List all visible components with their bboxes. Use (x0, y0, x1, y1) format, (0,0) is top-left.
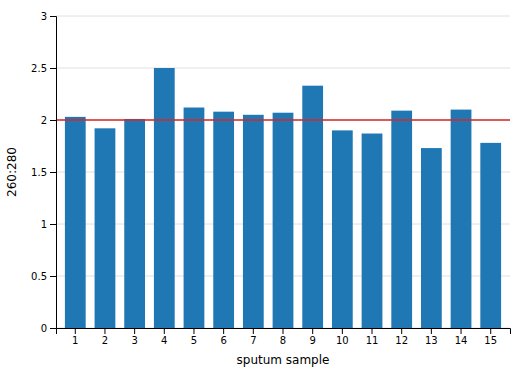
bar (480, 143, 501, 328)
y-tick: 2.5 (31, 63, 56, 74)
x-tick-label: 12 (395, 335, 408, 346)
bar (124, 119, 145, 328)
x-tick: 12 (395, 328, 408, 346)
x-tick: 3 (131, 328, 137, 346)
x-tick-label: 1 (72, 335, 78, 346)
grid (56, 16, 510, 328)
y-tick-mark (50, 120, 56, 121)
y-tick: 0 (41, 323, 56, 334)
grid-line (56, 68, 510, 69)
bar (302, 86, 323, 328)
x-tick-label: 11 (366, 335, 379, 346)
x-tick: 4 (161, 328, 167, 346)
x-tick-label: 4 (161, 335, 167, 346)
bar (273, 113, 294, 328)
y-tick-mark (50, 172, 56, 173)
y-tick-mark (50, 328, 56, 329)
y-tick-label: 2.5 (31, 63, 47, 74)
bar (391, 111, 412, 328)
y-tick: 0.5 (31, 271, 56, 282)
x-tick-mark (283, 328, 284, 334)
x-tick: 15 (484, 328, 497, 346)
y-tick-mark (50, 224, 56, 225)
x-tick-mark (223, 328, 224, 334)
bar (154, 68, 175, 328)
marks (56, 68, 510, 328)
bar (243, 115, 264, 328)
x-axis-title: sputum sample (237, 353, 330, 367)
grid-line (56, 16, 510, 17)
x-tick-label: 5 (191, 335, 197, 346)
x-tick: 14 (455, 328, 468, 346)
x-tick: 7 (250, 328, 256, 346)
x-tick-label: 15 (484, 335, 497, 346)
y-axis: 0 0.5 1 1.5 2 2.5 3 (31, 11, 56, 334)
x-tick-mark (193, 328, 194, 334)
bar (95, 128, 116, 328)
x-tick-mark (490, 328, 491, 334)
y-axis-line (50, 17, 57, 329)
x-tick-label: 10 (336, 335, 349, 346)
y-tick: 3 (41, 11, 56, 22)
y-tick-mark (50, 68, 56, 69)
x-tick-mark (134, 328, 135, 334)
chart: 12345678910111213141500.511.522.53sputum… (0, 0, 526, 374)
y-tick-label: 1.5 (31, 167, 47, 178)
x-tick: 6 (220, 328, 226, 346)
x-tick-label: 14 (455, 335, 468, 346)
x-tick: 5 (191, 328, 197, 346)
x-tick-mark (253, 328, 254, 334)
x-tick-label: 7 (250, 335, 256, 346)
x-tick: 1 (72, 328, 78, 346)
y-tick-label: 2 (41, 115, 47, 126)
bar (451, 110, 472, 328)
bar (332, 130, 353, 328)
x-tick-label: 6 (220, 335, 226, 346)
x-tick-mark (342, 328, 343, 334)
x-tick-mark (312, 328, 313, 334)
y-axis-title: 260:280 (5, 147, 19, 197)
bar (421, 148, 442, 328)
x-tick: 9 (309, 328, 315, 346)
x-tick: 8 (280, 328, 286, 346)
x-tick-mark (75, 328, 76, 334)
x-tick-mark (164, 328, 165, 334)
x-tick-mark (431, 328, 432, 334)
x-tick-mark (461, 328, 462, 334)
y-tick-mark (50, 276, 56, 277)
grid-line (56, 120, 510, 121)
bar (362, 134, 383, 328)
y-tick-mark (50, 16, 56, 17)
x-axis-line (57, 329, 511, 335)
x-tick: 2 (102, 328, 108, 346)
x-tick: 11 (366, 328, 379, 346)
y-tick: 1.5 (31, 167, 56, 178)
y-tick-label: 1 (41, 219, 47, 230)
x-tick: 13 (425, 328, 438, 346)
x-tick-label: 8 (280, 335, 286, 346)
x-tick-label: 13 (425, 335, 438, 346)
reference-line (56, 119, 510, 121)
x-tick-label: 3 (131, 335, 137, 346)
bar (213, 112, 234, 328)
x-tick: 10 (336, 328, 349, 346)
plot: 12345678910111213141500.511.522.53 (31, 11, 510, 346)
y-tick-label: 0 (41, 323, 47, 334)
y-tick-label: 0.5 (31, 271, 47, 282)
x-tick-label: 9 (309, 335, 315, 346)
x-axis: 123456789101112131415 (57, 328, 511, 346)
bar (65, 117, 86, 328)
y-tick: 1 (41, 219, 56, 230)
y-tick: 2 (41, 115, 56, 126)
x-tick-mark (401, 328, 402, 334)
y-tick-label: 3 (41, 11, 47, 22)
bar (184, 108, 205, 328)
x-tick-label: 2 (102, 335, 108, 346)
x-tick-mark (372, 328, 373, 334)
x-tick-mark (104, 328, 105, 334)
